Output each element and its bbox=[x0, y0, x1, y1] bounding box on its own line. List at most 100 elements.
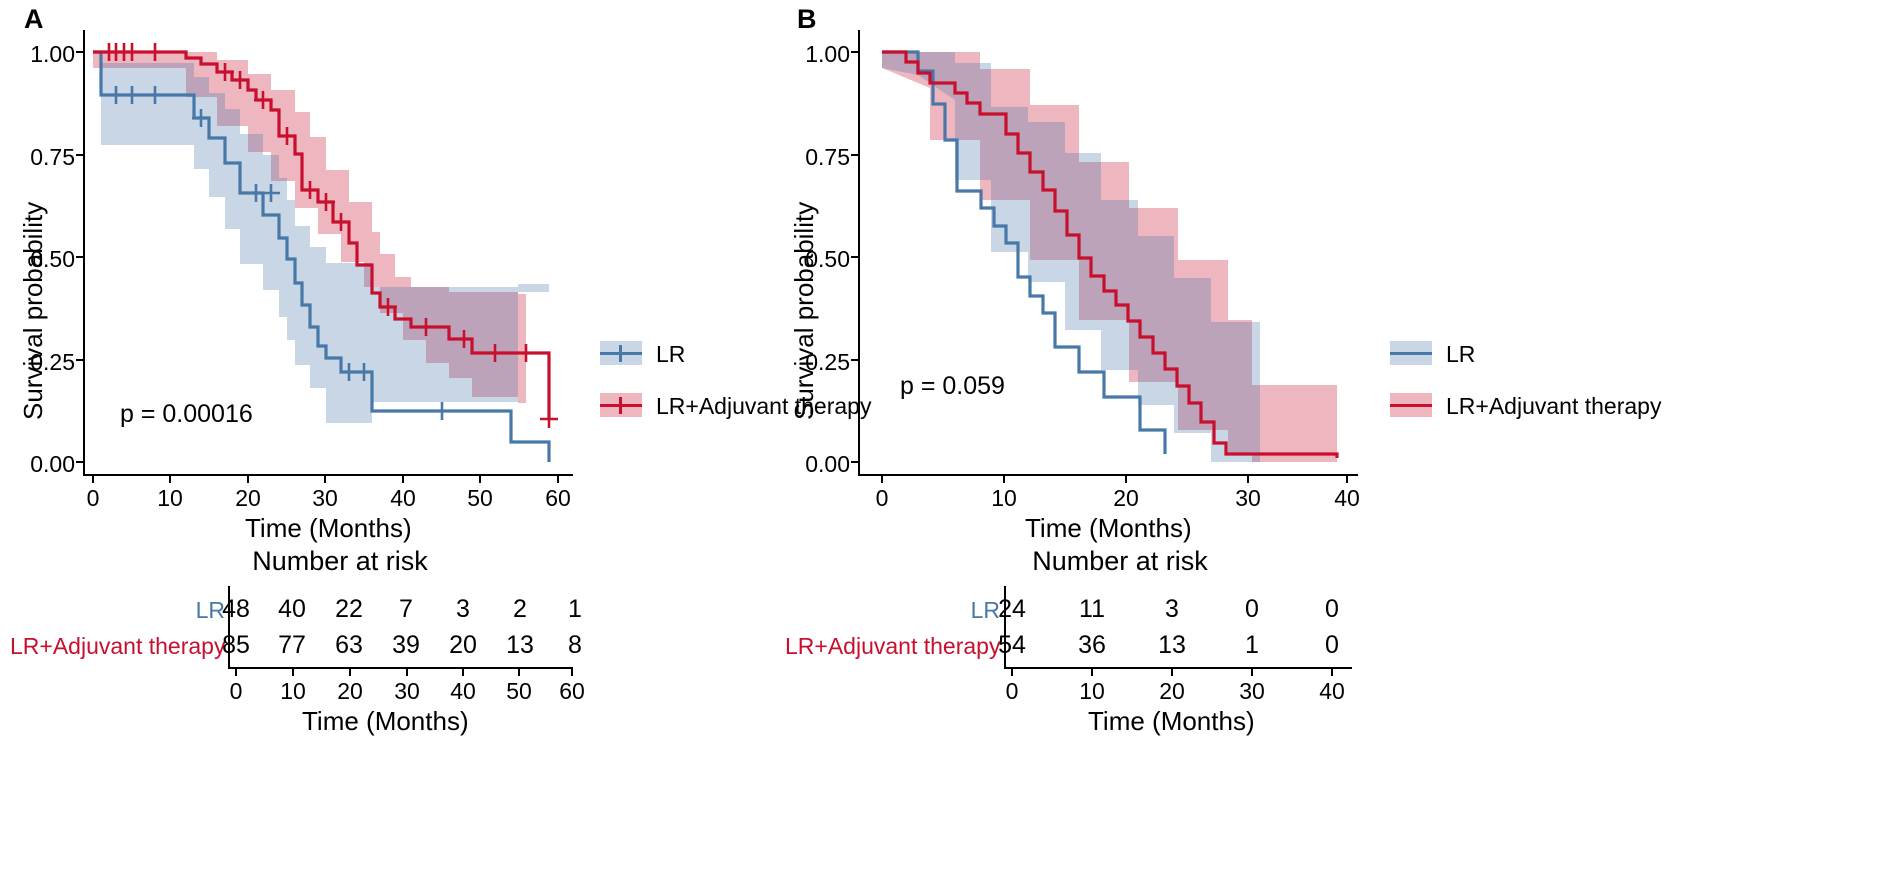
panel-b-risk-xtick-mark-1 bbox=[1091, 669, 1093, 676]
panel-b-risk-xtick-1: 10 bbox=[1079, 678, 1105, 704]
panel-a-risk-xtick-mark-4 bbox=[462, 669, 464, 676]
panel-b-xtick-0: 0 bbox=[875, 485, 889, 511]
panel-a-risk-xtick-mark-2 bbox=[349, 669, 351, 676]
panel-a-letter: A bbox=[24, 4, 44, 34]
panel-b-xtick-2: 20 bbox=[1113, 485, 1139, 511]
panel-a-risk-xtick-mark-5 bbox=[518, 669, 520, 676]
panel-a-risk-lr-5: 2 bbox=[513, 595, 527, 623]
panel-a-xtick-mark-3 bbox=[324, 476, 326, 483]
panel-b-risk-left-line bbox=[1004, 586, 1006, 668]
panel-b-risk-rowlabel-adjuvant: LR+Adjuvant therapy bbox=[785, 633, 1001, 659]
panel-b-ytick-4: 1.00 bbox=[805, 41, 850, 67]
panel-a-y-axis-title: Survival probability bbox=[18, 201, 48, 420]
panel-a-risk-adj-2: 63 bbox=[335, 631, 363, 659]
panel-b-xtick-mark-1 bbox=[1003, 476, 1005, 483]
panel-b-xtick-mark-4 bbox=[1346, 476, 1348, 483]
panel-b-red-curve bbox=[882, 50, 1339, 458]
panel-b-svg bbox=[882, 50, 1339, 462]
panel-b-risk-xtick-0: 0 bbox=[1005, 678, 1019, 704]
panel-b-risk-xtick-mark-3 bbox=[1251, 669, 1253, 676]
panel-b-pvalue: p = 0.059 bbox=[900, 372, 1005, 400]
panel-a-risk-lr-1: 40 bbox=[278, 595, 306, 623]
panel-b-ytick-mark-1 bbox=[851, 359, 858, 361]
panel-b-xtick-mark-2 bbox=[1125, 476, 1127, 483]
panel-b-risk-bottom-line bbox=[1004, 667, 1352, 669]
panel-b-risk-adj-1: 36 bbox=[1078, 631, 1106, 659]
panel-b-risk-adj-2: 13 bbox=[1158, 631, 1186, 659]
panel-a-xtick-1: 10 bbox=[157, 485, 183, 511]
panel-a-xtick-mark-6 bbox=[557, 476, 559, 483]
panel-a-ytick-mark-1 bbox=[76, 359, 83, 361]
panel-a-xtick-mark-2 bbox=[247, 476, 249, 483]
panel-b-ytick-mark-0 bbox=[851, 461, 858, 463]
panel-b-xtick-mark-0 bbox=[881, 476, 883, 483]
panel-a-ytick-mark-3 bbox=[76, 154, 83, 156]
panel-b-xtick-1: 10 bbox=[991, 485, 1017, 511]
panel-a-ytick-mark-0 bbox=[76, 461, 83, 463]
panel-a-risk-adj-6: 8 bbox=[568, 631, 582, 659]
panel-a-xtick-mark-1 bbox=[169, 476, 171, 483]
panel-a-risk-title: Number at risk bbox=[252, 546, 428, 576]
panel-a-xtick-4: 40 bbox=[390, 485, 416, 511]
panel-b-risk-lr-2: 3 bbox=[1165, 595, 1179, 623]
panel-b-xtick-3: 30 bbox=[1235, 485, 1261, 511]
panel-b-risk-xtick-2: 20 bbox=[1159, 678, 1185, 704]
panel-a-risk-xtick-mark-1 bbox=[292, 669, 294, 676]
panel-a-svg bbox=[93, 43, 558, 462]
panel-a-xtick-mark-5 bbox=[479, 476, 481, 483]
panel-a-blue-censor-marks bbox=[107, 86, 451, 420]
panel-a-risk-xtick-3: 30 bbox=[394, 678, 420, 704]
panel-b-risk-xtick-3: 30 bbox=[1239, 678, 1265, 704]
panel-a-risk-xtick-2: 20 bbox=[337, 678, 363, 704]
panel-b-legend-label-adjuvant: LR+Adjuvant therapy bbox=[1446, 393, 1662, 419]
panel-a-risk-lr-0: 48 bbox=[222, 595, 250, 623]
panel-a-ytick-0: 0.00 bbox=[30, 451, 75, 477]
panel-b-legend-label-lr: LR bbox=[1446, 341, 1476, 367]
panel-a-risk-lr-4: 3 bbox=[456, 595, 470, 623]
panel-b-risk-lr-3: 0 bbox=[1245, 595, 1259, 623]
panel-b-risk-adj-4: 0 bbox=[1325, 631, 1339, 659]
panel-a-risk-lr-6: 1 bbox=[568, 595, 582, 623]
panel-a-risk-xtick-mark-6 bbox=[571, 669, 573, 676]
panel-b-risk-xtick-mark-4 bbox=[1331, 669, 1333, 676]
panel-a-ytick-2: 0.50 bbox=[30, 246, 75, 272]
panel-b-xtick-mark-3 bbox=[1247, 476, 1249, 483]
panel-b-risk-xtick-4: 40 bbox=[1319, 678, 1345, 704]
panel-a-xtick-mark-0 bbox=[92, 476, 94, 483]
panel-a-red-censor-marks bbox=[100, 43, 558, 428]
panel-a-plot bbox=[85, 30, 565, 475]
panel-b-risk-adj-3: 1 bbox=[1245, 631, 1259, 659]
panel-a-x-axis-line bbox=[83, 474, 573, 476]
panel-a-risk-lr-3: 7 bbox=[399, 595, 413, 623]
panel-b-risk-adj-0: 54 bbox=[998, 631, 1026, 659]
panel-b-plot bbox=[860, 30, 1360, 475]
panel-a-risk-xtick-4: 40 bbox=[450, 678, 476, 704]
legend-censor-icon-lr bbox=[619, 345, 622, 362]
panel-b-blue-curve bbox=[882, 50, 1167, 454]
panel-a-risk-xtick-1: 10 bbox=[280, 678, 306, 704]
panel-b-ytick-0: 0.00 bbox=[805, 451, 850, 477]
panel-a-x-axis-title: Time (Months) bbox=[245, 513, 412, 543]
panel-a-risk-adj-4: 20 bbox=[449, 631, 477, 659]
panel-a-risk-rowlabel-lr: LR bbox=[195, 597, 225, 623]
panel-b-risk-x-axis-title: Time (Months) bbox=[1088, 706, 1255, 736]
panel-a-risk-xtick-mark-3 bbox=[406, 669, 408, 676]
panel-b-risk-title: Number at risk bbox=[1032, 546, 1208, 576]
panel-a-legend-label-lr: LR bbox=[656, 341, 686, 367]
panel-a-risk-lr-2: 22 bbox=[335, 595, 363, 623]
panel-a-risk-bottom-line bbox=[228, 667, 573, 669]
panel-b-x-axis-line bbox=[858, 474, 1358, 476]
panel-a-y-axis-line bbox=[83, 30, 85, 475]
panel-a-risk-adj-3: 39 bbox=[392, 631, 420, 659]
panel-a-risk-xtick-5: 50 bbox=[506, 678, 532, 704]
panel-b-ytick-mark-4 bbox=[851, 51, 858, 53]
legend-line-adjuvant-b bbox=[1390, 404, 1432, 407]
panel-a-risk-xtick-mark-0 bbox=[235, 669, 237, 676]
panel-a-xtick-3: 30 bbox=[312, 485, 338, 511]
panel-b-risk-rowlabel-lr: LR bbox=[970, 597, 1000, 623]
panel-a-risk-xtick-0: 0 bbox=[229, 678, 243, 704]
panel-a-xtick-5: 50 bbox=[467, 485, 493, 511]
panel-a-xtick-0: 0 bbox=[86, 485, 100, 511]
panel-a-risk-xtick-6: 60 bbox=[559, 678, 585, 704]
